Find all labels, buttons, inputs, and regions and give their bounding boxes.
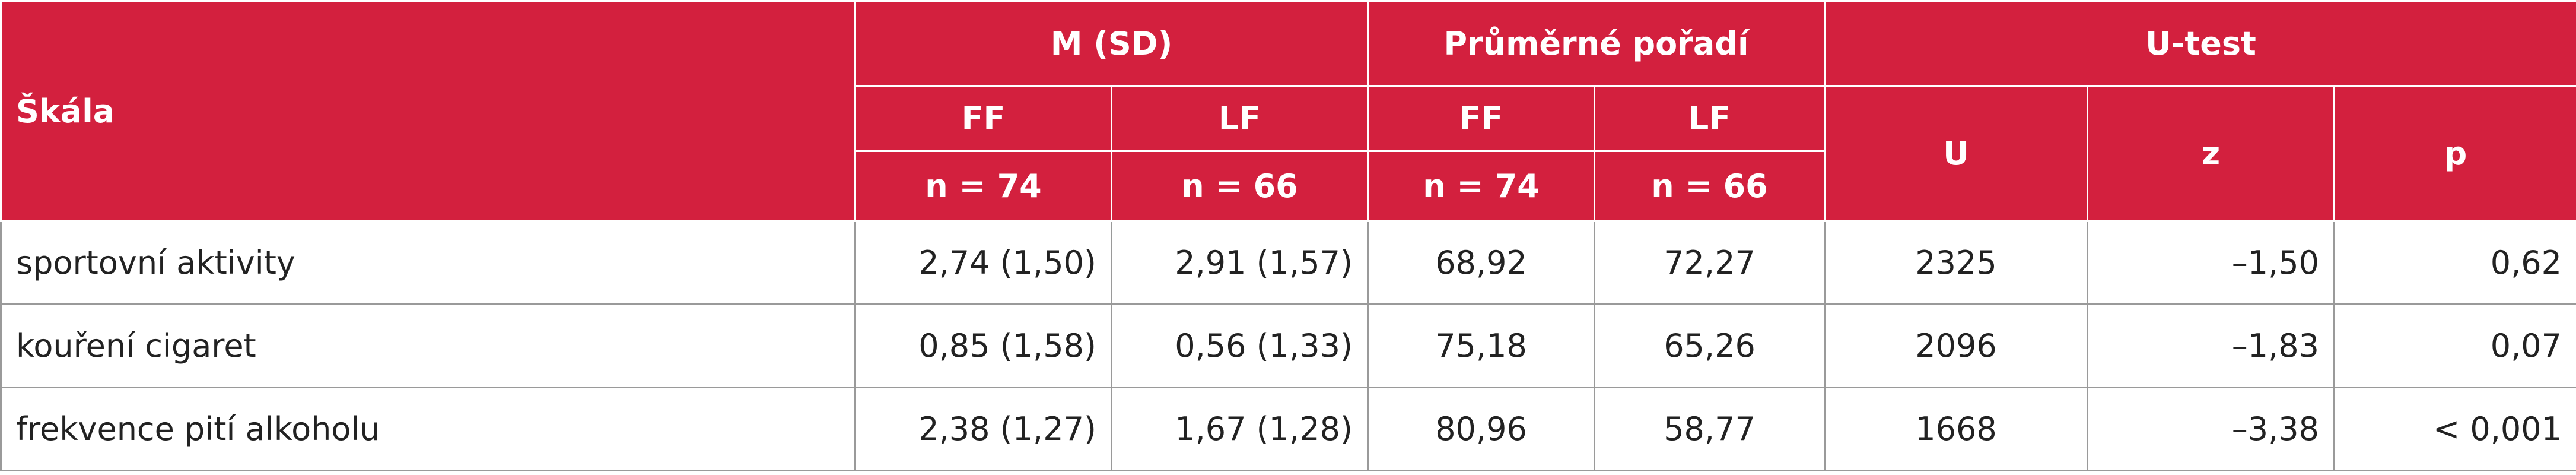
- utest-header: p: [2333, 85, 2576, 222]
- cell: –3,38: [2087, 387, 2335, 471]
- cell: 68,92: [1367, 220, 1595, 305]
- cell: –1,50: [2087, 220, 2335, 305]
- table-header: Škála M (SD) Průměrné pořadí U-test FF LF FF LF…: [0, 0, 2576, 222]
- cell: 0,85 (1,58): [854, 303, 1112, 388]
- cell: 0,62: [2333, 220, 2576, 305]
- utest-header: U: [1824, 85, 2088, 222]
- n-header: n = 74: [854, 150, 1112, 222]
- cell: 75,18: [1367, 303, 1595, 388]
- cell: 58,77: [1594, 387, 1826, 471]
- row-label: kouření cigaret: [0, 303, 856, 388]
- group-header: Průměrné pořadí: [1367, 0, 1826, 87]
- cell: 2096: [1824, 303, 2088, 388]
- group-header: U-test: [1824, 0, 2576, 87]
- header-row: n = 74 n = 66 n = 74 n = 66: [1, 150, 2576, 222]
- row-label: frekvence pití alkoholu: [0, 387, 856, 471]
- subgroup-header: FF: [854, 85, 1112, 152]
- cell: < 0,001: [2333, 387, 2576, 471]
- cell: 0,56 (1,33): [1111, 303, 1369, 388]
- n-header: n = 66: [1594, 150, 1826, 222]
- cell: 1668: [1824, 387, 2088, 471]
- cell: 72,27: [1594, 220, 1826, 305]
- cell: 2,91 (1,57): [1111, 220, 1369, 305]
- n-header: n = 66: [1111, 150, 1369, 222]
- cell: 2,74 (1,50): [854, 220, 1112, 305]
- cell: –1,83: [2087, 303, 2335, 388]
- cell: 1,67 (1,28): [1111, 387, 1369, 471]
- utest-header: z: [2087, 85, 2335, 222]
- cell: 65,26: [1594, 303, 1826, 388]
- cell: 80,96: [1367, 387, 1595, 471]
- cell: 0,07: [2333, 303, 2576, 388]
- subgroup-header: LF: [1594, 85, 1826, 152]
- subgroup-header: LF: [1111, 85, 1369, 152]
- cell: 2,38 (1,27): [854, 387, 1112, 471]
- data-row: sportovní aktivity 2,74 (1,50) 2,91 (1,57)…: [0, 220, 2576, 305]
- cell: 2325: [1824, 220, 2088, 305]
- subgroup-header: FF: [1367, 85, 1595, 152]
- data-row: frekvence pití alkoholu 2,38 (1,27) 1,67 (…: [0, 387, 2576, 471]
- n-header: n = 74: [1367, 150, 1595, 222]
- table-body: sportovní aktivity 2,74 (1,50) 2,91 (1,57)…: [0, 220, 2576, 471]
- group-header: M (SD): [854, 0, 1369, 87]
- header-row: Škála M (SD) Průměrné pořadí U-test: [0, 0, 2576, 222]
- row-label: sportovní aktivity: [0, 220, 856, 305]
- data-row: kouření cigaret 0,85 (1,58) 0,56 (1,33) 75,…: [0, 303, 2576, 388]
- scale-header: Škála: [0, 0, 856, 222]
